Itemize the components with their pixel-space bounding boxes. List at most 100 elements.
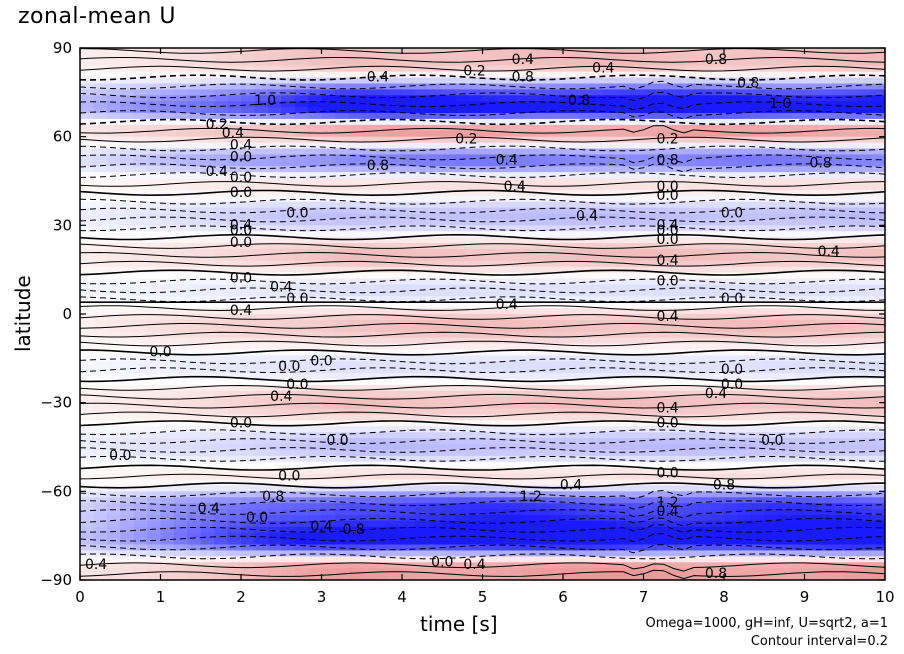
- field-cell: [173, 574, 188, 580]
- field-cell: [616, 95, 631, 102]
- field-cell: [348, 314, 363, 321]
- field-cell: [147, 219, 162, 226]
- field-cell: [509, 408, 524, 416]
- field-cell: [200, 331, 215, 339]
- field-cell: [495, 574, 510, 580]
- field-cell: [630, 166, 645, 173]
- field-cell: [361, 95, 376, 102]
- field-cell: [804, 479, 819, 487]
- field-cell: [750, 237, 765, 244]
- field-cell: [509, 124, 524, 132]
- field-cell: [133, 290, 148, 297]
- field-cell: [817, 59, 832, 67]
- field-cell: [133, 65, 148, 73]
- field-cell: [683, 455, 698, 463]
- field-cell: [241, 243, 256, 250]
- field-cell: [724, 225, 739, 232]
- field-cell: [415, 248, 430, 256]
- field-cell: [724, 89, 739, 96]
- field-cell: [173, 349, 188, 356]
- field-cell: [147, 284, 162, 291]
- field-cell: [294, 426, 309, 433]
- field-cell: [764, 438, 779, 445]
- field-cell: [428, 195, 443, 203]
- field-cell: [737, 278, 752, 286]
- field-cell: [495, 237, 510, 244]
- field-cell: [724, 213, 739, 221]
- field-cell: [120, 166, 135, 173]
- field-cell: [173, 154, 188, 161]
- field-cell: [415, 213, 430, 221]
- field-cell: [750, 95, 765, 102]
- field-cell: [321, 59, 336, 67]
- field-cell: [469, 113, 484, 120]
- field-cell: [147, 154, 162, 161]
- field-cell: [375, 325, 390, 333]
- field-cell: [160, 296, 175, 303]
- field-cell: [334, 136, 349, 144]
- field-cell: [522, 325, 537, 333]
- field-cell: [536, 59, 551, 67]
- field-cell: [589, 574, 604, 580]
- field-cell: [147, 479, 162, 487]
- field-cell: [549, 568, 564, 575]
- field-cell: [442, 101, 457, 108]
- field-cell: [697, 148, 712, 155]
- field-cell: [817, 243, 832, 250]
- field-cell: [267, 532, 282, 540]
- field-cell: [455, 248, 470, 256]
- field-cell: [509, 479, 524, 487]
- field-cell: [737, 71, 752, 79]
- field-cell: [388, 379, 403, 386]
- field-cell: [200, 183, 215, 191]
- field-cell: [241, 189, 256, 197]
- field-cell: [402, 367, 417, 374]
- field-cell: [254, 237, 269, 244]
- field-cell: [147, 355, 162, 362]
- field-cell: [281, 384, 296, 392]
- field-cell: [536, 361, 551, 368]
- field-cell: [643, 219, 658, 226]
- field-cell: [603, 574, 618, 580]
- field-cell: [120, 260, 135, 268]
- field-cell: [509, 556, 524, 563]
- field-cell: [495, 254, 510, 262]
- field-cell: [549, 520, 564, 528]
- field-cell: [375, 89, 390, 96]
- field-cell: [120, 514, 135, 522]
- field-cell: [670, 402, 685, 410]
- field-cell: [308, 568, 323, 575]
- field-cell: [482, 373, 497, 380]
- field-cell: [697, 562, 712, 569]
- field-cell: [616, 65, 631, 73]
- field-cell: [737, 77, 752, 85]
- field-cell: [254, 48, 269, 55]
- field-cell: [710, 343, 725, 351]
- field-cell: [791, 556, 806, 563]
- field-cell: [147, 237, 162, 244]
- field-cell: [375, 426, 390, 433]
- field-cell: [348, 396, 363, 404]
- field-cell: [308, 219, 323, 226]
- field-cell: [361, 396, 376, 404]
- field-cell: [630, 491, 645, 498]
- field-cell: [308, 509, 323, 516]
- field-cell: [267, 83, 282, 90]
- field-cell: [630, 408, 645, 416]
- field-cell: [442, 183, 457, 191]
- field-cell: [603, 379, 618, 386]
- field-cell: [241, 166, 256, 173]
- field-cell: [817, 183, 832, 191]
- field-cell: [469, 349, 484, 356]
- field-cell: [294, 154, 309, 161]
- field-cell: [630, 130, 645, 138]
- field-cell: [697, 118, 712, 126]
- field-cell: [683, 544, 698, 552]
- field-cell: [93, 130, 108, 138]
- field-cell: [80, 526, 95, 534]
- field-cell: [804, 314, 819, 321]
- field-cell: [254, 59, 269, 67]
- field-cell: [415, 89, 430, 96]
- field-cell: [455, 272, 470, 280]
- field-cell: [227, 124, 242, 132]
